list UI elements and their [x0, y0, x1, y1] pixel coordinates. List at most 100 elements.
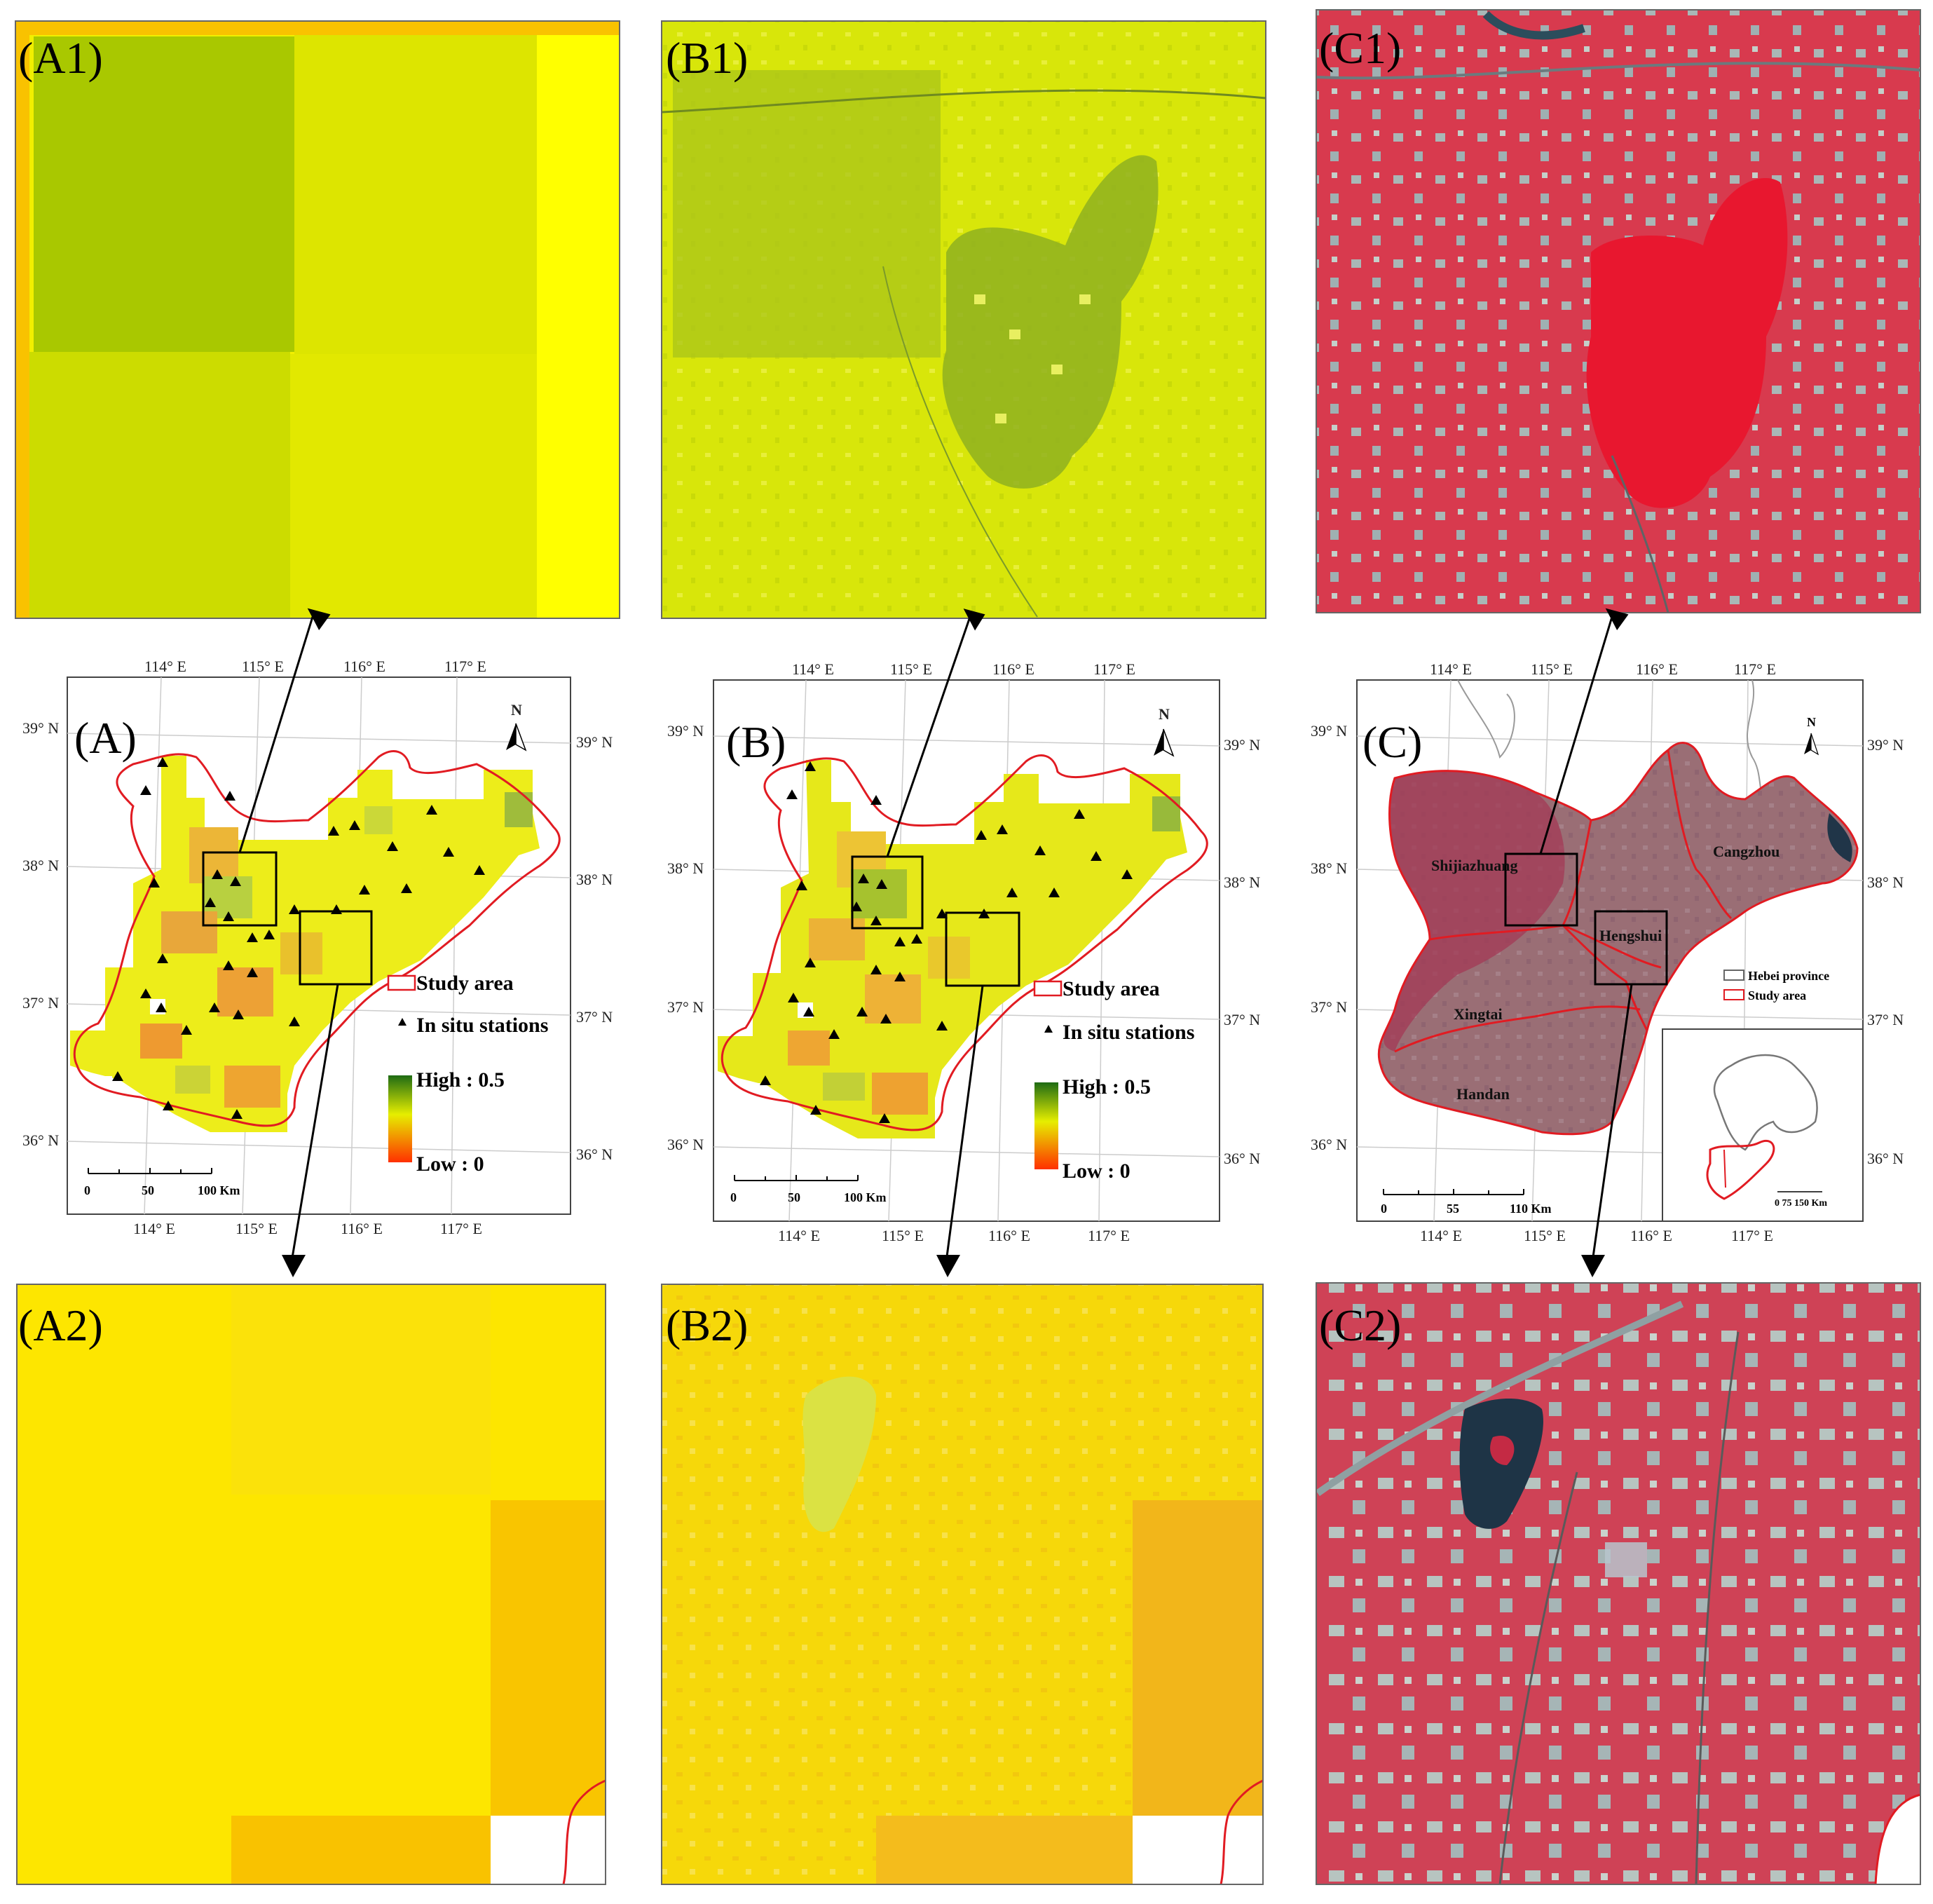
- b1-irrigated-zone: [942, 155, 1159, 489]
- svg-text:55: 55: [1447, 1202, 1459, 1216]
- map-a-lat-l-1: 39° N: [22, 719, 59, 737]
- map-a: (A) N 114° E 115° E 116° E 117° E 114° E…: [22, 658, 613, 1237]
- map-c-lon-bot-3: 116° E: [1630, 1227, 1672, 1244]
- map-a-lat-r-2: 38° N: [576, 871, 613, 888]
- map-a-lat-l-4: 36° N: [22, 1131, 59, 1149]
- map-b-lon-top-3: 116° E: [992, 660, 1034, 678]
- map-b-lat-l-2: 38° N: [667, 859, 704, 877]
- legend-high-label: High : 0.5: [416, 1068, 505, 1092]
- map-b-stations: [760, 761, 1133, 1123]
- svg-text:0: 0: [730, 1190, 737, 1204]
- legend-ramp: [388, 1075, 412, 1162]
- map-c-lat-r-3: 37° N: [1867, 1011, 1904, 1028]
- svg-text:50: 50: [788, 1190, 800, 1204]
- map-a-lat-l-3: 37° N: [22, 994, 59, 1012]
- map-b-lon-bot-2: 115° E: [882, 1227, 924, 1244]
- map-c-lon-top-1: 114° E: [1430, 660, 1472, 678]
- panel-c1: (C1): [1316, 9, 1921, 613]
- map-c-lat-r-2: 38° N: [1867, 873, 1904, 891]
- station-triangle-icon: [1044, 1025, 1053, 1033]
- map-a-lon-top-4: 117° E: [444, 658, 486, 675]
- panel-label-c: (C): [1362, 717, 1422, 767]
- map-b-north-arrow: N: [1154, 705, 1175, 757]
- city-xingtai: Xingtai: [1454, 1005, 1503, 1023]
- map-a-lon-top-1: 114° E: [144, 658, 186, 675]
- map-c-north-arrow: N: [1804, 715, 1819, 756]
- map-b-lon-top-2: 115° E: [890, 660, 932, 678]
- map-a-raster: [70, 756, 540, 1132]
- panel-label-b1: (B1): [666, 33, 748, 83]
- map-b-lat-r-4: 36° N: [1224, 1150, 1260, 1167]
- svg-text:50: 50: [142, 1183, 154, 1197]
- city-cangzhou: Cangzhou: [1713, 843, 1780, 860]
- map-b-scale-bar: 0 50 100 Km: [730, 1175, 887, 1204]
- svg-text:N: N: [1807, 715, 1816, 729]
- map-c-legend: Hebei province Study area: [1723, 969, 1829, 1002]
- panel-label-c1: (C1): [1319, 23, 1401, 73]
- map-c-lon-bot-1: 114° E: [1420, 1227, 1462, 1244]
- legend-hebei-label: Hebei province: [1748, 969, 1829, 983]
- map-a-lon-bot-3: 116° E: [341, 1220, 383, 1237]
- map-b: (B) N 114° E 115° E 116° E 117° E 114° E…: [667, 660, 1260, 1244]
- svg-text:0: 0: [1381, 1202, 1387, 1216]
- map-c-lon-bot-2: 115° E: [1524, 1227, 1566, 1244]
- map-a-lon-top-2: 115° E: [242, 658, 284, 675]
- legend-hebei-swatch: [1723, 970, 1744, 981]
- legend-c-study-label: Study area: [1748, 988, 1806, 1002]
- panel-a2: (A2): [16, 1284, 606, 1885]
- panel-label-a: (A): [74, 713, 137, 763]
- legend-study-label: Study area: [416, 972, 514, 995]
- station-triangle-icon: [398, 1018, 407, 1026]
- map-a-north-arrow: N: [506, 701, 527, 752]
- legend-low-label: Low : 0: [1063, 1160, 1131, 1183]
- zoom-arrows: [238, 608, 1633, 1277]
- map-c-lon-top-4: 117° E: [1734, 660, 1776, 678]
- svg-text:100 Km: 100 Km: [844, 1190, 887, 1204]
- map-a-lon-bot-4: 117° E: [440, 1220, 482, 1237]
- map-b-lat-r-2: 38° N: [1224, 873, 1260, 891]
- svg-text:N: N: [1159, 705, 1170, 723]
- map-b-lon-bot-3: 116° E: [988, 1227, 1030, 1244]
- city-shijiazhuang: Shijiazhuang: [1431, 857, 1518, 874]
- map-c-lat-l-3: 37° N: [1311, 998, 1347, 1016]
- map-c-locator-inset: 0 75 150 Km: [1662, 1028, 1864, 1222]
- panel-b1: (B1): [661, 20, 1266, 619]
- map-c: Shijiazhuang Cangzhou Hengshui Xingtai H…: [1311, 660, 1904, 1244]
- map-b-lon-top-1: 114° E: [792, 660, 834, 678]
- map-c-lat-l-4: 36° N: [1311, 1136, 1347, 1153]
- map-c-lat-r-4: 36° N: [1867, 1150, 1904, 1167]
- inset-scale-label: 0 75 150 Km: [1775, 1198, 1827, 1209]
- svg-text:0: 0: [84, 1183, 90, 1197]
- panel-b2: (B2): [661, 1284, 1264, 1885]
- map-c-scale-bar: 0 55 110 Km: [1381, 1189, 1552, 1216]
- panel-label-c2: (C2): [1319, 1300, 1401, 1350]
- map-a-lat-r-1: 39° N: [576, 733, 613, 751]
- map-a-lat-r-3: 37° N: [576, 1008, 613, 1026]
- b2-reservoir-patch: [802, 1376, 876, 1532]
- legend-high-label: High : 0.5: [1063, 1075, 1151, 1099]
- map-b-lat-l-3: 37° N: [667, 998, 704, 1016]
- panel-label-b: (B): [726, 717, 786, 767]
- map-a-lon-top-3: 116° E: [343, 658, 385, 675]
- map-a-lat-r-4: 36° N: [576, 1145, 613, 1163]
- map-a-legend: Study area In situ stations High : 0.5 L…: [387, 972, 548, 1176]
- legend-c-study-swatch: [1723, 989, 1744, 1000]
- panel-label-a1: (A1): [18, 33, 103, 83]
- svg-text:N: N: [511, 701, 522, 719]
- map-b-lon-bot-1: 114° E: [778, 1227, 820, 1244]
- map-a-lon-bot-2: 115° E: [235, 1220, 278, 1237]
- legend-study-label: Study area: [1063, 977, 1160, 1000]
- map-a-lon-bot-1: 114° E: [133, 1220, 175, 1237]
- c1-irrigated-zone: [1586, 178, 1788, 508]
- map-c-lat-l-1: 39° N: [1311, 722, 1347, 740]
- svg-text:110 Km: 110 Km: [1510, 1202, 1552, 1216]
- city-handan: Handan: [1456, 1085, 1510, 1103]
- panel-label-b2: (B2): [666, 1300, 748, 1350]
- legend-study-swatch: [1033, 980, 1063, 997]
- map-a-lat-l-2: 38° N: [22, 857, 59, 874]
- map-a-stations: [112, 757, 485, 1119]
- map-c-lon-top-3: 116° E: [1636, 660, 1678, 678]
- map-c-lon-bot-4: 117° E: [1731, 1227, 1773, 1244]
- legend-stations-label: In situ stations: [1063, 1021, 1194, 1044]
